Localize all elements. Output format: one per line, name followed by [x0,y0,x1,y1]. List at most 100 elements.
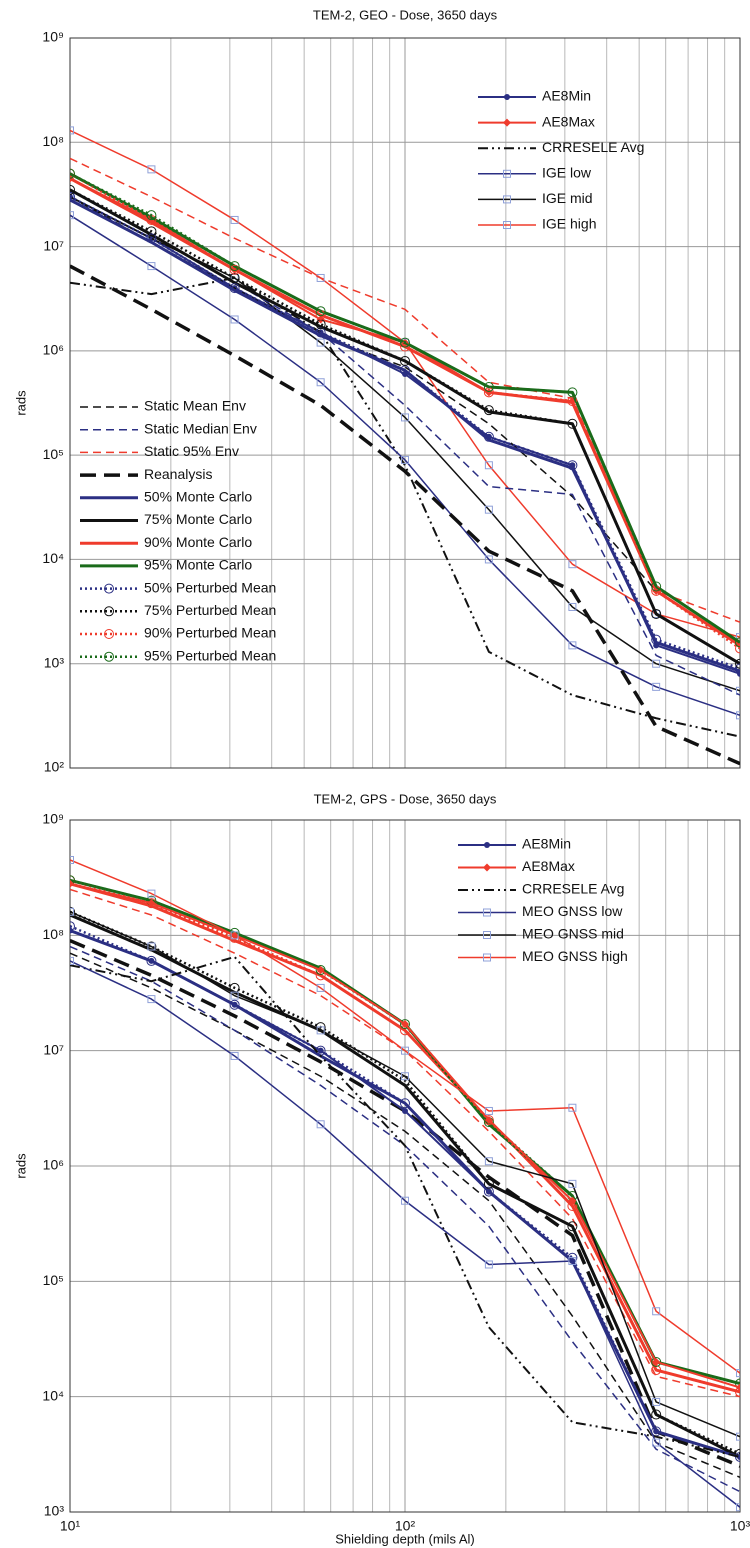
legend-marker [483,953,491,962]
data-point [146,210,157,221]
data-point [401,1020,409,1029]
data-point [736,686,740,695]
legend-label: AE8Min [522,836,571,852]
legend-label: 50% Perturbed Mean [144,579,276,595]
data-point [70,906,75,917]
legend-marker [483,931,491,939]
legend-label: AE8Min [542,88,591,104]
series-line [70,172,740,644]
data-point [147,262,156,271]
data-point [146,898,157,909]
data-point [483,405,494,416]
legend-label: IGE mid [542,190,593,206]
data-point [484,1157,493,1166]
data-point [567,1221,578,1232]
legend-label: Static Median Env [144,420,257,436]
data-point [651,1356,662,1367]
data-point [651,1409,662,1420]
data-point [400,1019,410,1030]
legend-label: Static 95% Env [144,443,239,459]
data-point [735,663,740,674]
data-point [147,165,156,174]
data-point [568,1257,577,1266]
series-line [70,188,740,665]
y-tick-label: 10⁵ [43,1272,64,1288]
data-point [652,1307,661,1316]
data-point [230,991,239,1000]
data-point [146,226,157,237]
data-point [651,608,662,619]
data-point [146,941,157,952]
y-tick-label: 10⁶ [43,1157,64,1173]
y-axis-label: rads [13,1153,28,1179]
x-tick-label: 10¹ [60,1518,81,1534]
series-line [70,955,740,1458]
y-tick-label: 10⁴ [42,550,64,566]
series-line [70,910,740,1455]
data-point [229,283,240,294]
legend-label: MEO GNSS low [522,903,623,919]
data-point [735,1451,740,1462]
data-point [315,965,326,976]
y-tick-label: 10⁹ [42,811,64,827]
legend-label: MEO GNSS high [522,948,628,964]
data-point [484,1260,493,1269]
legend-label: AE8Max [542,113,595,129]
series-line [70,939,740,1468]
data-point [484,461,493,470]
plot-frame [69,37,741,769]
y-tick-label: 10³ [44,1503,65,1519]
data-point [230,931,239,940]
data-point [70,184,75,195]
data-point [568,1179,577,1188]
data-point [70,907,74,916]
data-point [735,643,740,654]
data-point [231,1001,238,1008]
series-line [70,911,740,1438]
y-tick-label: 10⁷ [43,237,64,253]
legend-label: Static Mean Env [144,398,246,414]
data-point [736,1369,740,1378]
series-group [70,855,740,1512]
data-point [230,315,239,324]
legend-label: CRRESELE Avg [522,881,624,897]
legend-label: 90% Monte Carlo [144,534,252,550]
y-tick-label: 10⁶ [43,342,64,358]
data-point [317,1047,324,1054]
x-tick-label: 10³ [730,1518,750,1534]
data-point [147,995,156,1004]
data-point [483,1186,494,1197]
data-point [401,1046,409,1055]
legend-marker [503,195,511,204]
data-point [70,921,75,932]
legend-marker [483,908,491,917]
data-point [567,418,578,429]
series-line [70,172,740,650]
chart-title: TEM-2, GPS - Dose, 3650 days [314,791,497,806]
data-point [567,460,578,471]
series-line [70,882,740,1394]
data-point [401,455,409,464]
data-point [735,637,740,648]
legend-marker [484,842,490,848]
data-point [147,889,156,898]
data-point [483,1178,494,1189]
data-point [316,1120,325,1129]
y-axis-label: rads [13,390,28,416]
data-point [568,1103,577,1112]
data-point [70,875,75,886]
data-point [736,1432,740,1441]
data-point [485,1188,492,1195]
y-tick-label: 10³ [44,654,65,670]
data-point [483,382,494,393]
y-tick-label: 10⁸ [43,133,65,149]
data-point [483,431,494,442]
legend-label: MEO GNSS mid [522,926,624,942]
series-line [70,960,740,1508]
data-point [70,855,74,864]
data-point [736,711,740,720]
data-point [230,215,239,224]
data-point [400,1098,410,1109]
legend-marker [503,118,511,127]
series-line [70,195,740,670]
